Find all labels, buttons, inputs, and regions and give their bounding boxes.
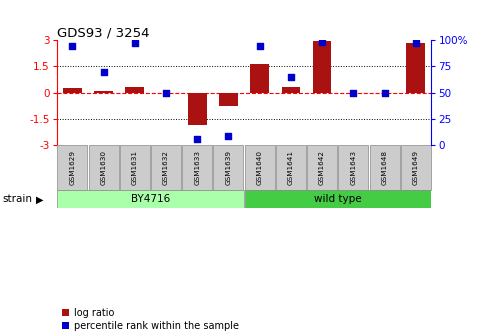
Text: wild type: wild type [314, 194, 361, 204]
Text: GSM1648: GSM1648 [382, 150, 387, 185]
Text: GSM1641: GSM1641 [288, 150, 294, 185]
Bar [120, 145, 150, 191]
Point [256, 43, 264, 48]
Text: GSM1633: GSM1633 [194, 150, 200, 185]
Bar [370, 145, 399, 191]
Bar [125, 87, 144, 92]
Bar [188, 92, 207, 125]
Point [381, 90, 388, 95]
Text: GSM1630: GSM1630 [101, 150, 106, 185]
Bar [245, 191, 431, 208]
Text: GSM1640: GSM1640 [257, 150, 263, 185]
Point [350, 90, 357, 95]
Legend: log ratio, percentile rank within the sample: log ratio, percentile rank within the sa… [62, 308, 239, 331]
Text: GSM1642: GSM1642 [319, 150, 325, 185]
Bar [282, 87, 300, 92]
Text: GSM1631: GSM1631 [132, 150, 138, 185]
Point [224, 134, 232, 139]
Text: GDS93 / 3254: GDS93 / 3254 [57, 26, 149, 39]
Bar [213, 145, 244, 191]
Text: GSM1643: GSM1643 [351, 150, 356, 185]
Point [69, 43, 76, 48]
Text: GSM1649: GSM1649 [413, 150, 419, 185]
Bar [94, 91, 113, 92]
Text: GSM1632: GSM1632 [163, 150, 169, 185]
Bar [307, 145, 337, 191]
Bar [89, 145, 118, 191]
Point [193, 137, 201, 142]
Point [162, 90, 170, 95]
Point [100, 69, 107, 74]
Bar [245, 145, 275, 191]
Bar [151, 145, 181, 191]
Bar [401, 145, 431, 191]
Text: BY4716: BY4716 [131, 194, 170, 204]
Bar [63, 88, 82, 92]
Bar [182, 145, 212, 191]
Bar [313, 41, 331, 92]
Bar [219, 92, 238, 106]
Bar [250, 64, 269, 92]
Text: GSM1629: GSM1629 [70, 150, 75, 185]
Point [287, 74, 295, 80]
Point [412, 41, 420, 46]
Bar [276, 145, 306, 191]
Text: GSM1639: GSM1639 [225, 150, 231, 185]
Point [131, 41, 139, 46]
Bar [57, 191, 244, 208]
Text: strain: strain [2, 194, 33, 204]
Text: ▶: ▶ [35, 194, 43, 204]
Bar [406, 43, 425, 92]
Bar [338, 145, 368, 191]
Point [318, 40, 326, 45]
Bar [57, 145, 87, 191]
